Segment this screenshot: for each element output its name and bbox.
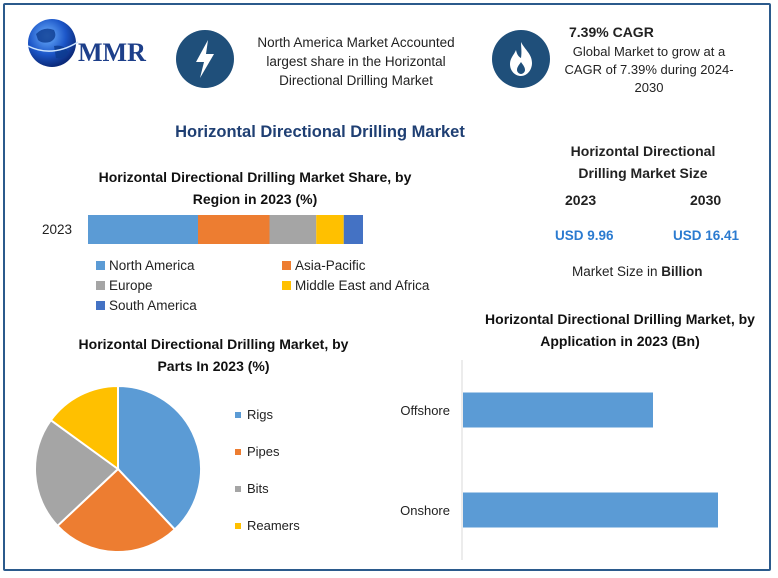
parts-chart-title: Horizontal Directional Drilling Market, … <box>78 336 349 374</box>
pie-slice-bits <box>34 418 120 528</box>
flame-icon-badge <box>492 30 550 88</box>
application-bar-chart: Offshore Onshore <box>400 360 718 560</box>
region-legend-label: Asia-Pacific <box>295 258 366 273</box>
region-legend-label: North America <box>109 258 195 273</box>
parts-legend-label: Rigs <box>247 407 274 422</box>
logo: MMR <box>24 16 164 70</box>
region-legend-item: North America <box>96 258 195 273</box>
market-size-value-2023: USD 9.96 <box>555 228 614 243</box>
region-legend-item: South America <box>96 298 197 313</box>
main-title: Horizontal Directional Drilling Market <box>175 123 465 141</box>
parts-legend-swatch <box>235 411 241 418</box>
application-category-label: Offshore <box>400 403 450 418</box>
market-size-note-unit: Billion <box>661 264 703 279</box>
region-legend-item: Europe <box>96 278 153 293</box>
application-bar-onshore <box>463 492 718 528</box>
region-legend-swatch <box>282 261 291 270</box>
region-bar-segment-4 <box>343 215 363 244</box>
parts-legend-label: Reamers <box>247 518 300 533</box>
pie-slice-reamers <box>49 384 119 471</box>
parts-legend-item: Bits <box>235 481 269 496</box>
market-size-note: Market Size in Billion <box>572 264 703 279</box>
parts-legend-label: Pipes <box>247 444 280 459</box>
region-legend-swatch <box>96 261 105 270</box>
region-legend-swatch <box>96 301 105 310</box>
flame-icon <box>510 42 532 76</box>
region-bar-segment-1 <box>198 215 270 244</box>
region-bar-segment-2 <box>269 215 317 244</box>
lightning-icon <box>196 40 214 78</box>
parts-legend-swatch <box>235 485 241 492</box>
parts-legend-swatch <box>235 522 241 529</box>
pie-slice-pipes <box>56 467 177 553</box>
application-category-label: Onshore <box>400 503 450 518</box>
region-legend-item: Asia-Pacific <box>282 258 366 273</box>
region-chart-category: 2023 <box>42 222 73 237</box>
region-legend-label: Middle East and Africa <box>295 278 430 293</box>
application-bar-offshore <box>463 392 653 428</box>
region-bar-segment-0 <box>88 215 198 244</box>
cagr-title: 7.39% CAGR <box>569 24 654 40</box>
parts-legend-item: Rigs <box>235 407 273 422</box>
market-size-note-prefix: Market Size in <box>572 264 662 279</box>
market-size-title: Horizontal Directional Drilling Market S… <box>570 143 716 181</box>
region-legend-label: Europe <box>109 278 153 293</box>
parts-legend-label: Bits <box>247 481 269 496</box>
cagr-text: Global Market to grow at a CAGR of 7.39%… <box>564 44 734 95</box>
region-legend-swatch <box>96 281 105 290</box>
parts-legend-swatch <box>235 448 241 455</box>
region-stacked-bar-chart <box>88 215 363 244</box>
region-legend-label: South America <box>109 298 197 313</box>
region-bar-segment-3 <box>316 215 344 244</box>
application-chart-title: Horizontal Directional Drilling Market, … <box>485 311 755 349</box>
market-size-year-2030: 2030 <box>690 192 722 208</box>
banner-left-text: North America Market Accounted largest s… <box>257 35 455 88</box>
region-legend-swatch <box>282 281 291 290</box>
region-legend-item: Middle East and Africa <box>282 278 429 293</box>
parts-legend-item: Reamers <box>235 518 300 533</box>
lightning-icon-badge <box>176 30 234 88</box>
pie-slice-rigs <box>117 384 202 531</box>
globe-icon <box>27 19 79 67</box>
market-size-year-2023: 2023 <box>565 192 597 208</box>
logo-text: MMR <box>78 38 146 67</box>
market-size-value-2030: USD 16.41 <box>673 228 740 243</box>
parts-legend-item: Pipes <box>235 444 280 459</box>
parts-pie-chart <box>34 384 202 553</box>
region-chart-title: Horizontal Directional Drilling Market S… <box>98 169 412 207</box>
